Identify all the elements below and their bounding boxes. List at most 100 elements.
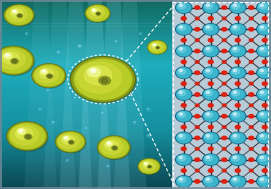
Circle shape xyxy=(203,132,219,144)
Circle shape xyxy=(262,147,267,150)
Circle shape xyxy=(179,135,182,137)
Circle shape xyxy=(179,156,182,159)
Circle shape xyxy=(233,48,237,50)
Circle shape xyxy=(249,136,254,140)
Circle shape xyxy=(7,7,27,21)
Bar xyxy=(0,41,271,44)
Bar xyxy=(0,72,271,76)
Circle shape xyxy=(181,169,186,172)
Circle shape xyxy=(222,158,227,161)
Circle shape xyxy=(259,25,266,31)
Circle shape xyxy=(176,24,192,35)
Circle shape xyxy=(195,49,200,53)
Circle shape xyxy=(18,15,21,17)
Circle shape xyxy=(154,44,155,45)
Circle shape xyxy=(69,140,74,144)
Circle shape xyxy=(195,82,199,85)
Circle shape xyxy=(230,111,246,122)
Bar xyxy=(0,173,271,176)
Circle shape xyxy=(179,178,182,180)
Circle shape xyxy=(57,51,59,53)
Circle shape xyxy=(249,49,254,53)
Bar xyxy=(0,66,271,69)
Bar xyxy=(0,44,271,47)
Circle shape xyxy=(262,125,267,129)
Bar xyxy=(0,9,271,13)
Circle shape xyxy=(33,64,65,87)
Circle shape xyxy=(207,70,209,72)
Circle shape xyxy=(149,166,151,167)
Circle shape xyxy=(181,60,186,64)
Circle shape xyxy=(232,90,240,96)
Circle shape xyxy=(222,169,226,172)
Circle shape xyxy=(195,93,200,96)
Bar xyxy=(0,35,271,38)
Circle shape xyxy=(257,45,271,57)
Circle shape xyxy=(203,111,219,122)
Circle shape xyxy=(222,17,226,20)
Circle shape xyxy=(233,113,237,115)
Circle shape xyxy=(11,125,38,145)
Bar xyxy=(0,145,271,148)
Bar xyxy=(0,88,271,91)
Circle shape xyxy=(177,46,191,56)
Circle shape xyxy=(231,90,245,99)
Circle shape xyxy=(249,28,254,31)
Circle shape xyxy=(233,70,237,72)
Circle shape xyxy=(26,135,30,138)
Circle shape xyxy=(11,59,18,64)
Bar xyxy=(0,148,271,151)
Circle shape xyxy=(177,68,191,78)
Circle shape xyxy=(260,26,263,28)
Circle shape xyxy=(257,111,271,122)
Bar xyxy=(172,0,271,189)
Circle shape xyxy=(260,178,263,180)
Bar xyxy=(0,183,271,186)
Circle shape xyxy=(0,48,31,73)
Bar xyxy=(0,76,271,79)
Circle shape xyxy=(147,108,149,109)
Circle shape xyxy=(176,154,192,165)
Circle shape xyxy=(195,147,199,150)
Circle shape xyxy=(222,104,226,107)
Circle shape xyxy=(31,146,32,147)
Circle shape xyxy=(179,70,182,72)
Circle shape xyxy=(231,111,245,121)
Circle shape xyxy=(74,59,132,99)
Circle shape xyxy=(207,135,209,137)
Bar xyxy=(0,120,271,123)
Circle shape xyxy=(6,6,32,24)
Circle shape xyxy=(231,3,245,12)
Circle shape xyxy=(177,155,191,165)
Circle shape xyxy=(259,47,266,52)
Bar xyxy=(0,0,271,3)
Circle shape xyxy=(26,33,27,34)
Circle shape xyxy=(230,176,246,187)
Bar xyxy=(0,13,271,16)
Circle shape xyxy=(249,71,254,74)
Bar xyxy=(0,180,271,183)
Circle shape xyxy=(259,112,266,118)
Circle shape xyxy=(59,134,79,148)
Circle shape xyxy=(207,178,209,180)
Bar xyxy=(0,117,271,120)
Circle shape xyxy=(195,28,200,31)
Circle shape xyxy=(208,104,213,107)
Circle shape xyxy=(56,131,85,152)
Circle shape xyxy=(93,59,95,60)
Circle shape xyxy=(105,141,118,150)
Bar xyxy=(0,107,271,110)
Circle shape xyxy=(260,4,263,6)
Circle shape xyxy=(101,139,123,154)
Bar xyxy=(0,176,271,180)
Circle shape xyxy=(222,82,226,85)
Circle shape xyxy=(139,159,159,174)
Bar xyxy=(0,98,271,101)
Circle shape xyxy=(20,130,23,132)
Circle shape xyxy=(230,89,246,100)
Circle shape xyxy=(120,64,122,66)
Circle shape xyxy=(208,82,213,85)
Circle shape xyxy=(176,132,192,144)
Circle shape xyxy=(177,177,191,186)
Circle shape xyxy=(145,163,147,164)
